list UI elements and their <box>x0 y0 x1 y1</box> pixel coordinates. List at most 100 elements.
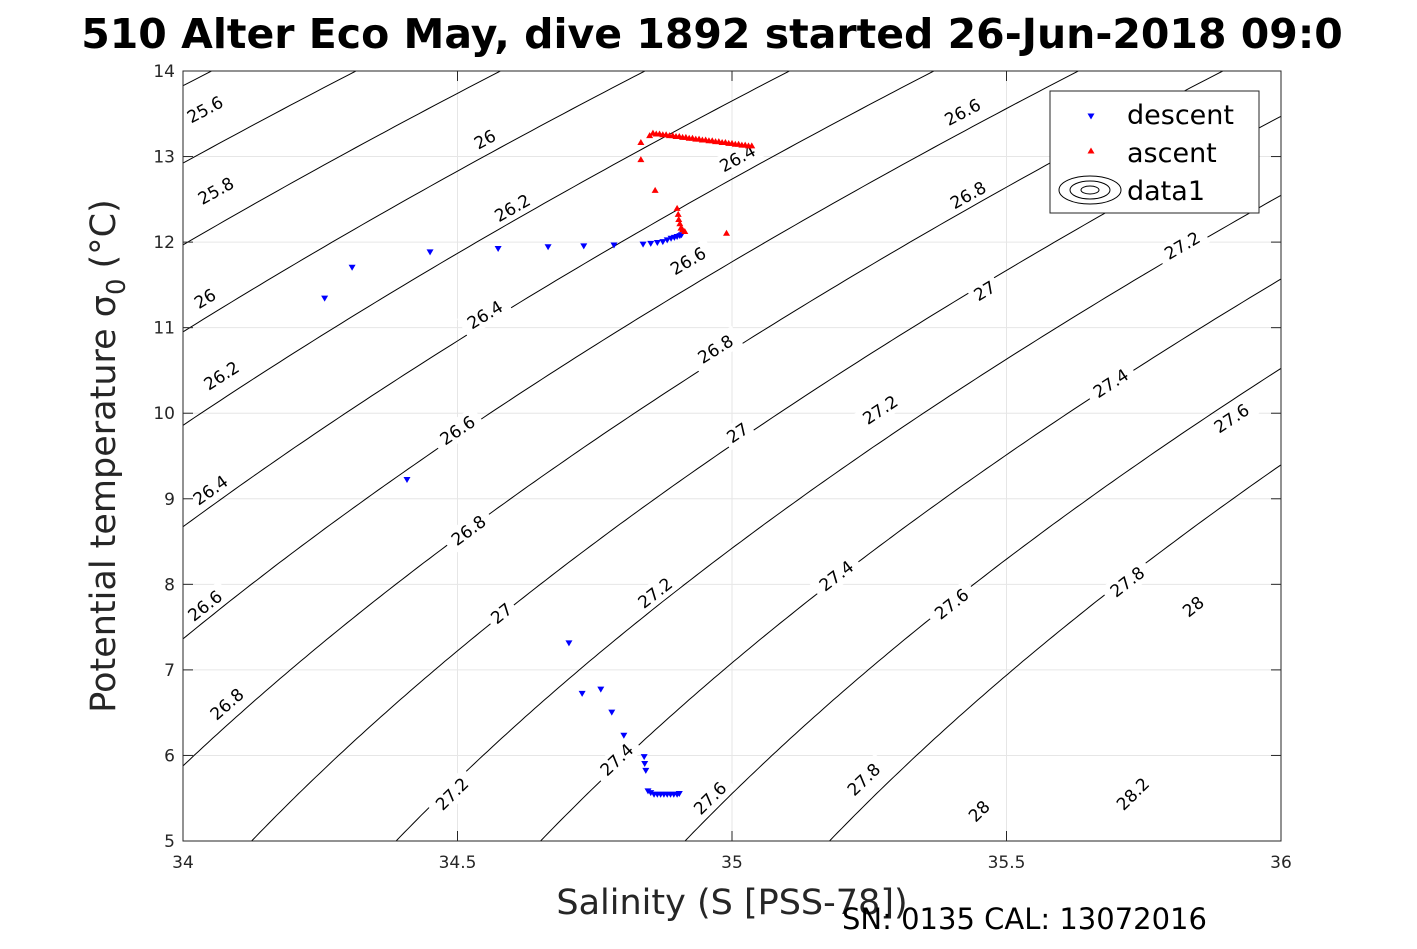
descent-point <box>647 240 655 247</box>
contour-line <box>183 71 790 426</box>
y-tick-label: 13 <box>153 148 175 168</box>
descent-point <box>578 690 586 697</box>
descent-point <box>597 686 605 693</box>
contour-label-bg <box>687 325 744 373</box>
contour-label-bg <box>182 466 238 515</box>
y-tick-label: 5 <box>164 832 175 852</box>
y-tick-label: 10 <box>153 404 175 424</box>
footer-serial: SN: 0135 CAL: 13072016 <box>842 902 1207 936</box>
x-tick-label: 35 <box>721 853 743 873</box>
y-axis-label-main: Potential temperature σ <box>84 295 124 713</box>
descent-point <box>663 237 671 244</box>
ascent-point <box>676 220 684 227</box>
contour-label-bg <box>484 185 541 231</box>
contour-label-bg <box>683 772 737 825</box>
legend: descent ascent data1 <box>1049 90 1260 214</box>
descent-point <box>610 242 618 249</box>
descent-point <box>647 790 655 797</box>
contour-label-bg <box>200 678 254 730</box>
x-axis-label: Salinity (S [PSS-78]) <box>556 883 907 923</box>
descent-point <box>565 640 573 647</box>
data-series <box>321 129 756 798</box>
descent-point <box>659 239 667 246</box>
legend-ascent-marker <box>1087 147 1095 154</box>
y-tick-label: 14 <box>153 62 175 82</box>
ascent-point <box>675 216 683 223</box>
contour-label-bg <box>1082 359 1139 407</box>
contour-label-bg <box>177 580 233 631</box>
x-tick-label: 36 <box>1270 853 1292 873</box>
contour-label-bg <box>193 352 250 399</box>
descent-point <box>641 761 649 767</box>
y-tick-label: 11 <box>153 319 175 339</box>
descent-point <box>403 476 411 483</box>
contour-label-bg <box>466 122 504 157</box>
y-tick-label: 12 <box>153 233 175 253</box>
contour-label-bg <box>718 415 757 451</box>
legend-descent-label: descent <box>1127 100 1234 131</box>
contour-label-bg <box>1154 222 1211 269</box>
ascent-point <box>673 204 681 211</box>
descent-point <box>348 264 356 271</box>
contour-label-bg <box>482 595 520 632</box>
y-axis-label-unit: (°C) <box>84 199 124 268</box>
contour-label: 27.8 <box>837 753 891 806</box>
legend-descent-marker <box>1087 113 1095 120</box>
legend-contour-label: data1 <box>1127 176 1205 207</box>
y-axis-label: Potential temperature σ0 (°C) <box>84 199 132 713</box>
contour-label-bg <box>425 767 479 820</box>
descent-point <box>608 709 616 716</box>
x-tick-label: 34.5 <box>439 853 477 873</box>
contour-label-bg <box>960 792 998 830</box>
contour-label-bg <box>1100 557 1155 607</box>
x-tick-label: 35.5 <box>988 853 1026 873</box>
contour-label-bg <box>1174 588 1212 625</box>
descent-point <box>640 754 648 761</box>
ascent-point <box>723 229 731 236</box>
legend-contour-marker <box>1058 175 1122 205</box>
contour-label-bg <box>429 406 486 454</box>
contour-label-bg <box>837 753 891 806</box>
contour-line <box>829 464 1281 841</box>
descent-point <box>544 244 552 251</box>
legend-box <box>1049 90 1260 214</box>
contour-label-bg <box>924 579 979 629</box>
contour-line <box>540 278 1281 841</box>
contour-label-bg <box>187 168 244 214</box>
ascent-point <box>637 139 645 146</box>
descent-point <box>620 732 628 739</box>
contour-label-bg <box>441 506 496 555</box>
contour-line <box>183 71 646 333</box>
descent-point <box>653 239 661 246</box>
contour-label-bg <box>940 172 997 218</box>
descent-point <box>639 241 647 248</box>
contour-line <box>183 71 357 164</box>
contour-label-bg <box>627 568 683 618</box>
contour-line <box>183 71 501 246</box>
contour-label-bg <box>852 386 908 434</box>
contour-label-bg <box>1106 767 1160 820</box>
descent-point <box>642 767 650 774</box>
x-tick-label: 34 <box>172 853 194 873</box>
contour-label-bg <box>176 87 234 132</box>
descent-point <box>494 245 502 252</box>
y-tick-label: 6 <box>164 746 175 766</box>
descent-point <box>321 295 329 302</box>
y-tick-label: 8 <box>164 575 175 595</box>
contour-label-bg <box>934 90 991 134</box>
y-tick-label: 7 <box>164 661 175 681</box>
contour-line <box>251 115 1281 841</box>
ascent-point <box>674 210 682 217</box>
ascent-point <box>748 142 756 149</box>
ascent-point <box>681 227 689 234</box>
contour-line <box>183 71 1079 640</box>
contour-label-bg <box>808 551 864 601</box>
contour-label-bg <box>456 291 513 338</box>
descent-point <box>426 249 434 256</box>
chart-title: 510 Alter Eco May, dive 1892 started 26-… <box>81 10 1343 58</box>
contour-label-bg <box>660 238 717 284</box>
contour-label-bg <box>590 733 644 786</box>
contour-label-bg <box>965 273 1004 309</box>
